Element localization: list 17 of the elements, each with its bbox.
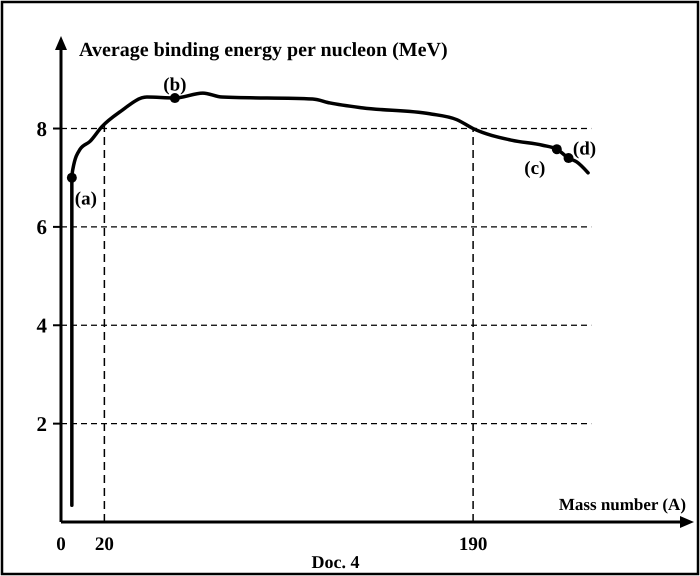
y-tick-label: 2 xyxy=(36,412,47,436)
point xyxy=(66,172,77,183)
annotation: (d) xyxy=(572,138,596,160)
annotation: (a) xyxy=(74,188,97,210)
x-tick-label: 190 xyxy=(458,534,488,555)
x-tick-label: 0 xyxy=(56,534,66,555)
y-tick-label: 6 xyxy=(36,215,47,240)
x-axis-title: Mass number (A) xyxy=(558,495,686,514)
point xyxy=(564,153,574,164)
y-tick-label: 4 xyxy=(36,314,48,338)
annotation: (c) xyxy=(524,158,546,179)
text: Doc. 4 xyxy=(312,552,360,572)
point xyxy=(552,144,562,154)
y-tick-label: 8 xyxy=(36,116,47,141)
y-axis-title: Average binding energy per nucleon (MeV) xyxy=(79,39,448,61)
annotation: (b) xyxy=(163,74,186,96)
x-tick-label: 20 xyxy=(94,534,114,555)
